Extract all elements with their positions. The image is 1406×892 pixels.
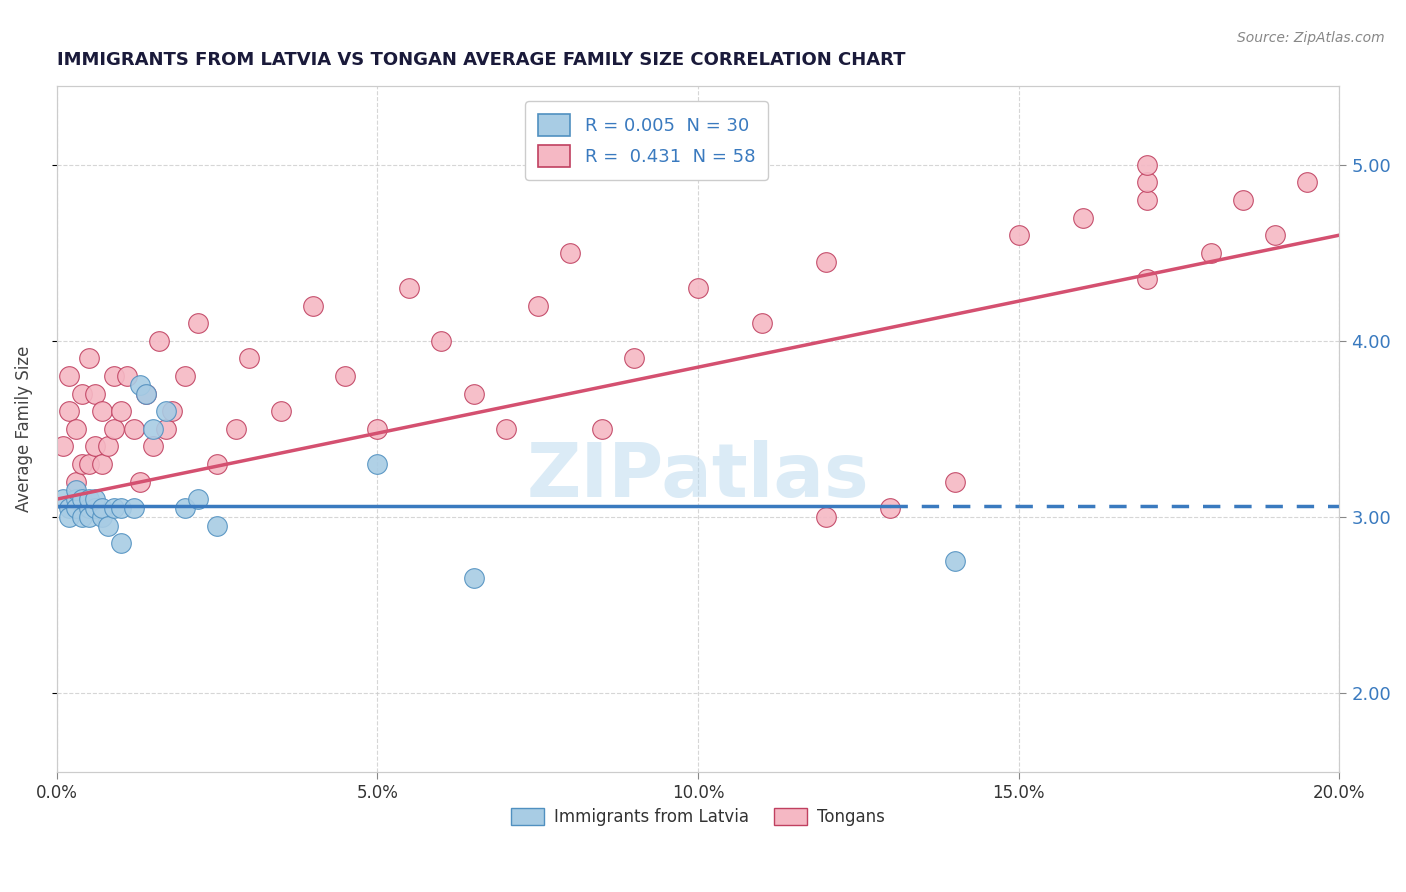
Point	[174, 501, 197, 516]
Point	[1071, 211, 1094, 225]
Point	[58, 368, 80, 383]
Point	[103, 501, 125, 516]
Point	[1232, 193, 1254, 207]
Point	[72, 457, 94, 471]
Point	[129, 475, 152, 489]
Point	[1296, 175, 1319, 189]
Point	[72, 492, 94, 507]
Point	[103, 422, 125, 436]
Point	[366, 422, 388, 436]
Point	[623, 351, 645, 366]
Point	[815, 509, 838, 524]
Point	[398, 281, 420, 295]
Point	[110, 404, 132, 418]
Point	[90, 404, 112, 418]
Point	[335, 368, 357, 383]
Text: IMMIGRANTS FROM LATVIA VS TONGAN AVERAGE FAMILY SIZE CORRELATION CHART: IMMIGRANTS FROM LATVIA VS TONGAN AVERAGE…	[56, 51, 905, 69]
Point	[65, 422, 87, 436]
Point	[52, 492, 75, 507]
Point	[174, 368, 197, 383]
Point	[430, 334, 453, 348]
Point	[686, 281, 709, 295]
Point	[1136, 272, 1159, 286]
Text: ZIPatlas: ZIPatlas	[527, 441, 869, 513]
Point	[77, 492, 100, 507]
Point	[103, 368, 125, 383]
Point	[1264, 228, 1286, 243]
Point	[142, 439, 165, 453]
Point	[302, 299, 325, 313]
Point	[122, 422, 145, 436]
Point	[558, 245, 581, 260]
Point	[122, 501, 145, 516]
Point	[751, 316, 773, 330]
Point	[65, 475, 87, 489]
Point	[58, 404, 80, 418]
Point	[110, 501, 132, 516]
Point	[879, 501, 901, 516]
Point	[97, 439, 120, 453]
Point	[90, 509, 112, 524]
Text: Source: ZipAtlas.com: Source: ZipAtlas.com	[1237, 31, 1385, 45]
Point	[205, 457, 228, 471]
Point	[463, 571, 485, 585]
Point	[495, 422, 517, 436]
Point	[90, 501, 112, 516]
Point	[160, 404, 183, 418]
Point	[225, 422, 247, 436]
Point	[84, 439, 107, 453]
Point	[97, 518, 120, 533]
Point	[526, 299, 548, 313]
Point	[205, 518, 228, 533]
Point	[115, 368, 138, 383]
Point	[135, 386, 157, 401]
Point	[1136, 193, 1159, 207]
Point	[58, 509, 80, 524]
Point	[129, 377, 152, 392]
Point	[84, 492, 107, 507]
Point	[84, 501, 107, 516]
Point	[270, 404, 292, 418]
Y-axis label: Average Family Size: Average Family Size	[15, 345, 32, 512]
Point	[72, 386, 94, 401]
Point	[187, 316, 209, 330]
Point	[135, 386, 157, 401]
Point	[84, 386, 107, 401]
Point	[110, 536, 132, 550]
Point	[943, 554, 966, 568]
Point	[148, 334, 170, 348]
Point	[815, 254, 838, 268]
Point	[943, 475, 966, 489]
Point	[591, 422, 613, 436]
Point	[1199, 245, 1222, 260]
Point	[77, 509, 100, 524]
Point	[77, 501, 100, 516]
Point	[155, 422, 177, 436]
Point	[1136, 158, 1159, 172]
Point	[72, 509, 94, 524]
Point	[77, 351, 100, 366]
Point	[155, 404, 177, 418]
Point	[463, 386, 485, 401]
Point	[238, 351, 260, 366]
Point	[1008, 228, 1031, 243]
Point	[65, 492, 87, 507]
Point	[58, 501, 80, 516]
Point	[65, 483, 87, 498]
Point	[65, 501, 87, 516]
Point	[366, 457, 388, 471]
Legend: Immigrants from Latvia, Tongans: Immigrants from Latvia, Tongans	[505, 801, 891, 832]
Point	[77, 457, 100, 471]
Point	[52, 439, 75, 453]
Point	[1136, 175, 1159, 189]
Point	[187, 492, 209, 507]
Point	[90, 457, 112, 471]
Point	[142, 422, 165, 436]
